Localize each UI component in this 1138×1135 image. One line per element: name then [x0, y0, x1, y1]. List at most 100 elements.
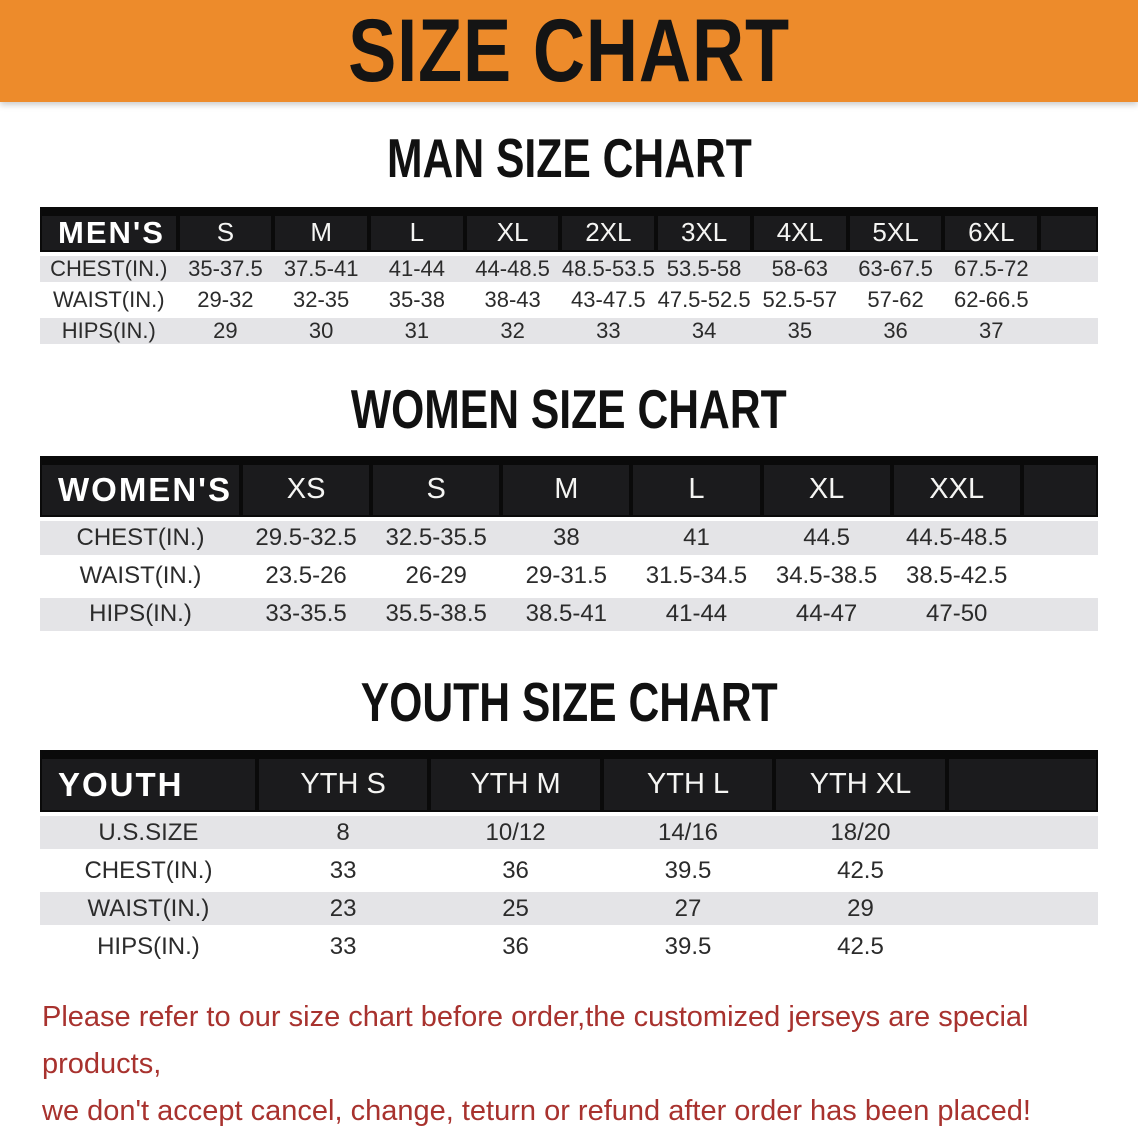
women-col-xl: XL [761, 455, 892, 522]
size-value-cell: 57-62 [847, 284, 944, 319]
youth-col-l: YTH L [601, 750, 775, 816]
row-label-hips: HIPS(IN.) [40, 927, 257, 969]
row-label-hips: HIPS(IN.) [40, 595, 242, 636]
men-col-4xl: 4XL [751, 206, 848, 257]
row-label-waist: WAIST(IN.) [40, 284, 178, 319]
empty-cell [946, 889, 1098, 931]
size-value-cell: 35 [751, 315, 848, 350]
women-col-xxl: XXL [891, 455, 1022, 522]
size-value-cell: 32-35 [273, 284, 370, 319]
women-size-table: WOMEN'S XS S M L XL XXL CHEST(IN.) 29.5-… [40, 455, 1098, 636]
size-value-cell: 35-37.5 [177, 254, 274, 288]
men-waist-row: WAIST(IN.) 29-32 32-35 35-38 38-43 43-47… [40, 284, 1098, 319]
size-value-cell: 32.5-35.5 [371, 519, 502, 560]
size-value-cell: 38.5-42.5 [891, 557, 1022, 598]
empty-cell [1039, 315, 1098, 350]
size-value-cell: 44.5 [761, 519, 892, 560]
row-label-chest: CHEST(IN.) [40, 851, 257, 893]
size-value-cell: 26-29 [371, 557, 502, 598]
size-value-cell: 44-47 [761, 595, 892, 636]
row-label-chest: CHEST(IN.) [40, 519, 242, 560]
men-hips-row: HIPS(IN.) 29 30 31 32 33 34 35 36 37 [40, 315, 1098, 350]
size-value-cell: 10/12 [429, 813, 602, 855]
size-value-cell: 39.5 [601, 851, 775, 893]
men-col-5xl: 5XL [847, 206, 944, 257]
empty-cell [946, 813, 1098, 855]
empty-cell [946, 927, 1098, 969]
youth-hips-row: HIPS(IN.) 33 36 39.5 42.5 [40, 927, 1098, 969]
women-waist-row: WAIST(IN.) 23.5-26 26-29 29-31.5 31.5-34… [40, 557, 1098, 598]
size-value-cell: 34.5-38.5 [761, 557, 892, 598]
men-header-row: MEN'S S M L XL 2XL 3XL 4XL 5XL 6XL [40, 206, 1098, 257]
disclaimer-line-2: we don't accept cancel, change, teturn o… [42, 1095, 1031, 1128]
men-col-l: L [369, 206, 465, 257]
size-value-cell: 41 [631, 519, 762, 560]
size-value-cell: 38.5-41 [501, 595, 632, 636]
youth-col-xl: YTH XL [774, 750, 947, 816]
row-label-us-size: U.S.SIZE [40, 813, 257, 855]
size-value-cell: 34 [656, 315, 752, 350]
row-label-waist: WAIST(IN.) [40, 889, 257, 931]
youth-col-m: YTH M [429, 750, 602, 816]
size-value-cell: 35-38 [369, 284, 465, 319]
disclaimer-note: Please refer to our size chart before or… [42, 994, 1100, 1135]
youth-section-heading: YOUTH SIZE CHART [0, 636, 1138, 751]
size-value-cell: 39.5 [601, 927, 775, 969]
row-label-hips: HIPS(IN.) [40, 315, 178, 350]
men-col-m: M [273, 206, 370, 257]
youth-heading-text: YOUTH SIZE CHART [360, 672, 778, 734]
size-value-cell: 37.5-41 [273, 254, 370, 288]
disclaimer-line-1: Please refer to our size chart before or… [42, 1001, 1029, 1081]
men-col-s: S [177, 206, 274, 257]
women-header-filler [1021, 455, 1098, 522]
men-table-label: MEN'S [40, 206, 178, 257]
size-value-cell: 47-50 [891, 595, 1022, 636]
size-value-cell: 33 [560, 315, 657, 350]
size-value-cell: 31 [369, 315, 465, 350]
women-section: WOMEN SIZE CHART WOMEN'S XS S M L XL XXL… [0, 349, 1138, 636]
women-col-xs: XS [241, 455, 372, 522]
women-section-heading: WOMEN SIZE CHART [0, 349, 1138, 456]
size-value-cell: 23.5-26 [241, 557, 372, 598]
size-value-cell: 23 [256, 889, 430, 931]
row-label-waist: WAIST(IN.) [40, 557, 242, 598]
size-value-cell: 25 [429, 889, 602, 931]
size-value-cell: 52.5-57 [751, 284, 848, 319]
men-col-xl: XL [464, 206, 561, 257]
size-value-cell: 58-63 [751, 254, 848, 288]
women-col-l: L [631, 455, 762, 522]
women-col-m: M [501, 455, 632, 522]
empty-cell [1039, 254, 1098, 288]
women-hips-row: HIPS(IN.) 33-35.5 35.5-38.5 38.5-41 41-4… [40, 595, 1098, 636]
women-header-row: WOMEN'S XS S M L XL XXL [40, 455, 1098, 522]
size-value-cell: 38 [501, 519, 632, 560]
size-value-cell: 30 [273, 315, 370, 350]
size-value-cell: 47.5-52.5 [656, 284, 752, 319]
size-value-cell: 48.5-53.5 [560, 254, 657, 288]
size-value-cell: 33-35.5 [241, 595, 372, 636]
men-col-6xl: 6XL [943, 206, 1040, 257]
size-value-cell: 31.5-34.5 [631, 557, 762, 598]
youth-chest-row: CHEST(IN.) 33 36 39.5 42.5 [40, 851, 1098, 893]
size-value-cell: 42.5 [774, 851, 947, 893]
size-value-cell: 29 [177, 315, 274, 350]
size-value-cell: 36 [847, 315, 944, 350]
size-value-cell: 33 [256, 927, 430, 969]
empty-cell [1021, 557, 1098, 598]
size-value-cell: 37 [943, 315, 1040, 350]
men-col-3xl: 3XL [656, 206, 752, 257]
size-value-cell: 32 [464, 315, 561, 350]
size-value-cell: 35.5-38.5 [371, 595, 502, 636]
size-value-cell: 67.5-72 [943, 254, 1040, 288]
youth-table-label: YOUTH [40, 750, 257, 816]
size-value-cell: 29 [774, 889, 947, 931]
men-heading-text: MAN SIZE CHART [386, 128, 752, 190]
size-value-cell: 44-48.5 [464, 254, 561, 288]
men-header-filler [1039, 206, 1098, 257]
women-table-label: WOMEN'S [40, 455, 242, 522]
size-value-cell: 63-67.5 [847, 254, 944, 288]
youth-size-table: YOUTH YTH S YTH M YTH L YTH XL U.S.SIZE … [40, 750, 1098, 969]
men-section: MAN SIZE CHART MEN'S S M L XL 2XL 3XL 4X… [0, 102, 1138, 350]
size-value-cell: 42.5 [774, 927, 947, 969]
size-value-cell: 36 [429, 851, 602, 893]
